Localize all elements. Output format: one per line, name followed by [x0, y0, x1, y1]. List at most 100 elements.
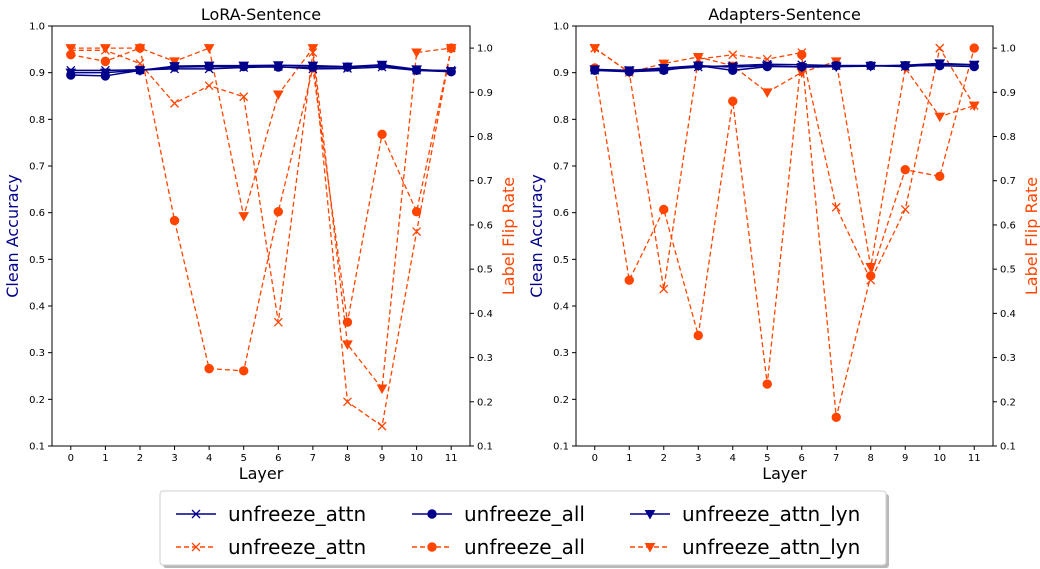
flip-point-unfreeze_attn_lyn — [692, 52, 704, 63]
clean-point-unfreeze_attn_lyn — [376, 60, 388, 71]
y-left-tick-label: 0.1 — [29, 442, 45, 453]
y-left-tick-label: 0.6 — [553, 208, 569, 219]
y-right-tick-label: 0.2 — [1000, 397, 1016, 408]
flip-point-unfreeze_attn_lyn — [203, 44, 215, 54]
y-left-tick-label: 0.6 — [29, 208, 45, 219]
x-tick-label: 7 — [310, 453, 316, 464]
plot-frame — [575, 25, 994, 447]
flip-point-unfreeze_attn_lyn — [307, 44, 319, 54]
flip-point-unfreeze_attn_lyn — [134, 44, 146, 54]
y-right-tick-label: 1.0 — [1000, 44, 1016, 55]
y-right-tick-label: 1.0 — [477, 44, 493, 55]
legend-marker-flip-unfreeze_attn_lyn — [644, 543, 656, 553]
legend-marker-clean-unfreeze_all — [427, 509, 437, 519]
flip-point-unfreeze_attn_lyn — [376, 384, 388, 395]
flip-point-unfreeze_attn — [900, 205, 910, 214]
legend-label: unfreeze_attn — [228, 502, 366, 526]
y-right-tick-label: 0.7 — [477, 176, 493, 187]
y-right-tick-label: 0.6 — [477, 220, 493, 231]
flip-line-unfreeze_all — [70, 47, 452, 372]
flip-point-unfreeze_attn — [273, 317, 283, 327]
flip-line-unfreeze_attn — [594, 46, 975, 290]
x-tick-label: 1 — [102, 453, 108, 464]
clean-point-unfreeze_attn_lyn — [445, 67, 457, 77]
flip-point-unfreeze_all — [935, 171, 945, 182]
clean-point-unfreeze_attn_lyn — [623, 66, 635, 76]
clean-point-unfreeze_attn_lyn — [934, 59, 946, 69]
flip-point-unfreeze_all — [377, 129, 387, 140]
flip-point-unfreeze_all — [239, 366, 249, 376]
y-left-tick-label: 0.1 — [553, 442, 569, 453]
clean-point-unfreeze_attn_lyn — [342, 62, 353, 73]
x-axis-label: Layer — [239, 464, 284, 483]
clean-point-unfreeze_attn_lyn — [796, 63, 808, 73]
clean-point-unfreeze_attn_lyn — [589, 65, 601, 75]
flip-point-unfreeze_attn — [239, 92, 249, 102]
legend-marker-flip-unfreeze_all — [427, 542, 437, 552]
y-left-tick-label: 0.4 — [29, 302, 45, 313]
flip-point-unfreeze_all — [693, 330, 703, 341]
x-axis-label: Layer — [762, 464, 807, 483]
y-right-tick-label: 0.7 — [1000, 176, 1016, 187]
legend-marker-clean-unfreeze_attn_lyn — [644, 510, 656, 520]
flip-line-unfreeze_attn — [70, 47, 452, 428]
flip-point-unfreeze_attn — [659, 284, 669, 294]
flip-point-unfreeze_attn — [204, 81, 214, 91]
clean-point-unfreeze_attn_lyn — [658, 64, 670, 74]
clean-point-unfreeze_attn_lyn — [899, 61, 911, 71]
y-right-tick-label: 0.2 — [477, 397, 493, 408]
x-tick-label: 5 — [764, 453, 770, 464]
y-left-tick-label: 1.0 — [29, 22, 45, 33]
y-left-tick-label: 0.2 — [553, 395, 569, 406]
clean-point-unfreeze_attn_lyn — [692, 61, 704, 72]
y-right-tick-label: 0.3 — [477, 353, 493, 364]
y-left-tick-label: 0.9 — [553, 68, 569, 79]
y-left-tick-label: 0.7 — [29, 162, 45, 173]
x-tick-label: 8 — [344, 453, 350, 464]
x-tick-label: 4 — [206, 453, 212, 464]
clean-point-unfreeze_attn_lyn — [134, 66, 146, 76]
x-tick-label: 6 — [799, 453, 805, 464]
clean-point-unfreeze_attn_lyn — [865, 62, 877, 72]
x-tick-label: 0 — [592, 453, 598, 464]
flip-point-unfreeze_all — [100, 56, 111, 67]
y-left-tick-label: 0.3 — [29, 348, 45, 359]
chart-title: LoRA-Sentence — [201, 5, 321, 24]
flip-line-unfreeze_attn_lyn — [594, 47, 975, 268]
chart-panel-lora-sentence: LoRA-Sentence 0 1 2 3 4 5 6 7 8 9 10 11 Layer 0.1 0.2 0.… — [3, 5, 518, 483]
y-right-tick-label: 0.9 — [1000, 88, 1016, 99]
flip-point-unfreeze_attn — [377, 421, 387, 431]
y-left-tick-label: 0.8 — [553, 115, 569, 126]
x-tick-label: 1 — [626, 453, 632, 464]
x-tick-label: 0 — [68, 453, 74, 464]
clean-point-unfreeze_attn_lyn — [968, 60, 980, 71]
flip-point-unfreeze_all — [273, 206, 283, 217]
flip-line-unfreeze_attn_lyn — [70, 46, 452, 391]
legend-label: unfreeze_attn_lyn — [682, 502, 860, 526]
flip-point-unfreeze_attn_lyn — [272, 90, 284, 101]
y-right-tick-label: 0.5 — [1000, 265, 1016, 276]
flip-point-unfreeze_attn — [935, 43, 945, 53]
flip-point-unfreeze_all — [866, 271, 876, 281]
flip-point-unfreeze_attn_lyn — [761, 88, 773, 98]
flip-point-unfreeze_attn_lyn — [169, 57, 180, 67]
flip-point-unfreeze_attn_lyn — [100, 44, 111, 54]
y-right-tick-label: 0.8 — [477, 132, 493, 143]
x-tick-label: 9 — [902, 453, 908, 464]
clean-point-unfreeze_attn_lyn — [169, 62, 180, 72]
y-right-tick-label: 0.3 — [1000, 353, 1016, 364]
x-tick-label: 5 — [241, 453, 247, 464]
y-right-tick-label: 0.6 — [1000, 220, 1016, 231]
y-right-tick-label: 0.9 — [477, 88, 493, 99]
clean-point-unfreeze_attn_lyn — [203, 61, 215, 72]
y-right-tick-label: 0.8 — [1000, 132, 1016, 143]
flip-line-unfreeze_all — [594, 47, 975, 418]
x-tick-label: 3 — [171, 453, 177, 464]
y-left-tick-label: 0.4 — [553, 302, 569, 313]
legend-label: unfreeze_attn_lyn — [682, 535, 860, 559]
chart-title: Adapters-Sentence — [708, 5, 861, 24]
x-tick-label: 6 — [275, 453, 281, 464]
clean-point-unfreeze_attn_lyn — [727, 63, 739, 73]
x-tick-label: 4 — [730, 453, 736, 464]
flip-point-unfreeze_all — [204, 363, 214, 374]
